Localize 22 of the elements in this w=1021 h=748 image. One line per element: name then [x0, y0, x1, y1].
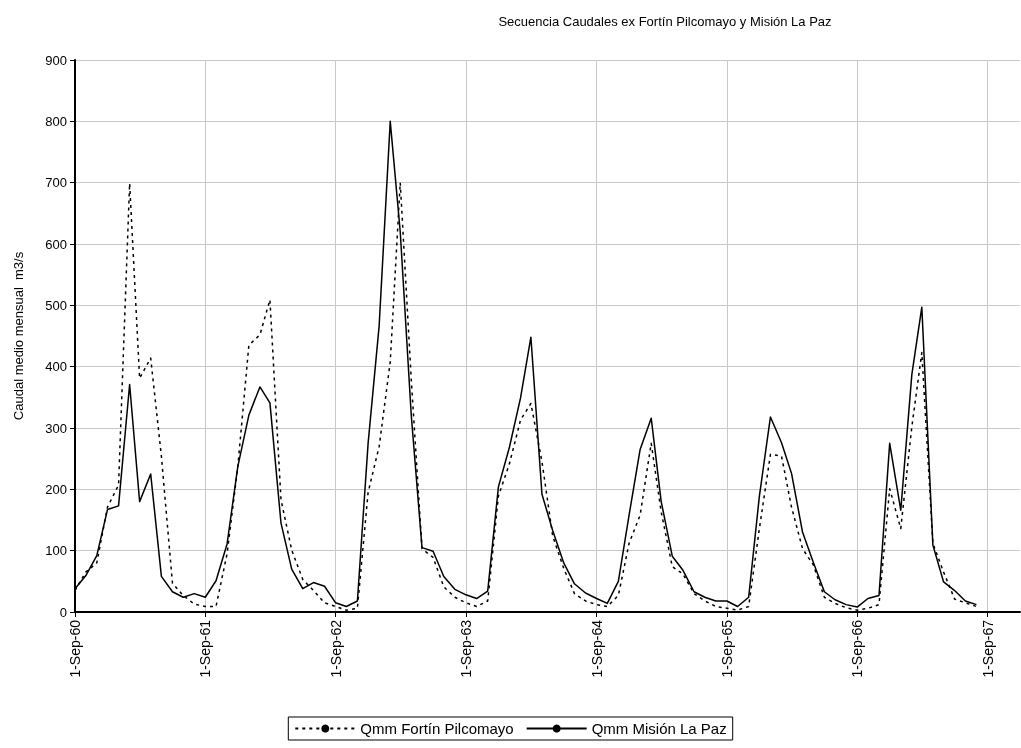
x-tick-label: 1-Sep-66 — [849, 619, 866, 678]
y-tick-label: 500 — [45, 297, 67, 313]
y-tick-label: 600 — [45, 236, 67, 252]
legend-label: Qmm Misión La Paz — [591, 720, 727, 737]
y-tick-label: 300 — [45, 420, 67, 436]
x-tick-label: 1-Sep-67 — [979, 619, 996, 678]
y-tick-label: 200 — [45, 481, 67, 497]
x-tick-label: 1-Sep-64 — [588, 619, 605, 678]
y-tick-label: 700 — [45, 175, 67, 191]
y-tick-label: 800 — [45, 113, 67, 129]
chart-title: Secuencia Caudales ex Fortín Pilcomayo y Misión La Paz — [498, 14, 832, 29]
y-tick-label: 900 — [45, 52, 67, 68]
y-tick-label: 400 — [45, 359, 67, 375]
x-tick-label: 1-Sep-65 — [718, 619, 735, 678]
x-tick-label: 1-Sep-63 — [457, 619, 474, 678]
y-tick-label: 100 — [45, 543, 67, 559]
x-tick-label: 1-Sep-61 — [197, 619, 214, 678]
y-axis-title: Caudal medio mensual m3/s — [11, 251, 26, 421]
x-tick-label: 1-Sep-62 — [327, 619, 344, 678]
y-tick-label: 0 — [59, 604, 67, 620]
x-tick-label: 1-Sep-60 — [67, 619, 83, 678]
legend-label: Qmm Fortín Pilcomayo — [360, 720, 514, 737]
